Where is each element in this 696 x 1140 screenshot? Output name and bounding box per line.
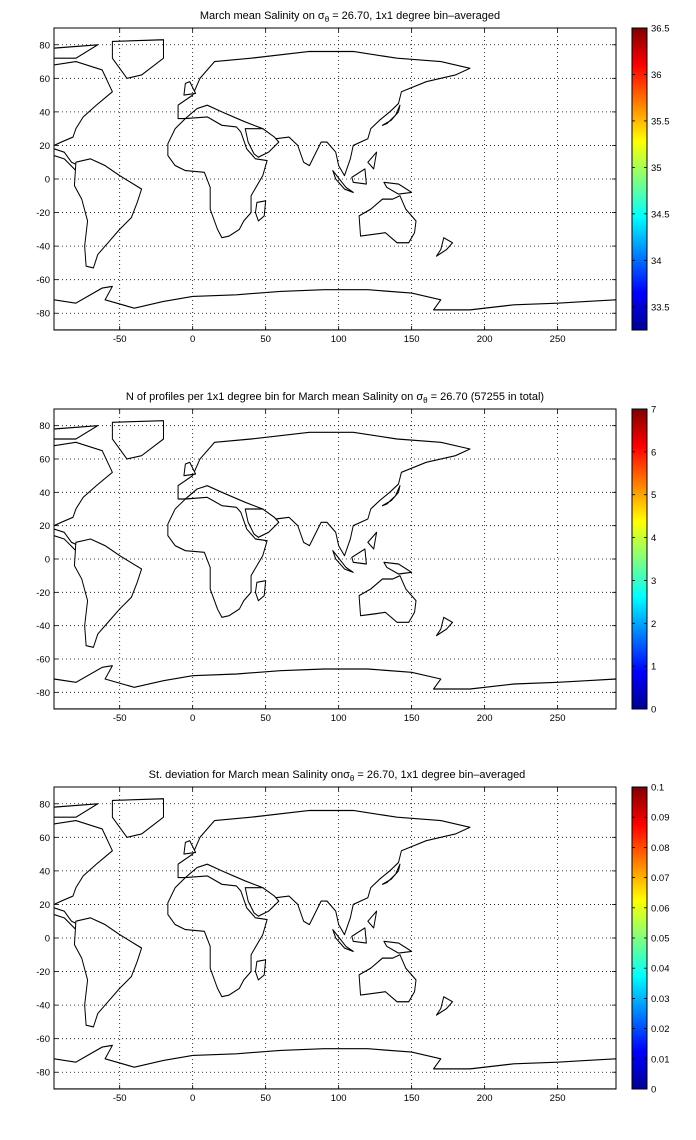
colorbar-tick-label: 0.05 — [651, 934, 670, 945]
x-tick-label: 100 — [331, 334, 347, 345]
x-tick-label: 200 — [477, 1093, 493, 1104]
x-tick-label: 250 — [550, 713, 566, 724]
y-tick-label: 0 — [45, 555, 50, 566]
x-tick-label: 50 — [260, 1093, 271, 1104]
y-tick-label: -60 — [36, 1034, 50, 1045]
colorbar-tick-label: 0.03 — [651, 994, 670, 1005]
y-tick-label: 40 — [39, 866, 50, 877]
gridlines — [54, 28, 616, 330]
y-tick-label: 20 — [39, 141, 50, 152]
y-tick-label: -40 — [36, 621, 50, 632]
x-tick-label: 150 — [404, 713, 420, 724]
colorbar-tick-label: 0.02 — [651, 1024, 670, 1035]
x-tick-label: 200 — [477, 713, 493, 724]
colorbar-tick-label: 2 — [651, 619, 656, 630]
gridlines — [54, 787, 616, 1089]
colorbar-tick-label: 36 — [651, 70, 662, 81]
x-tick-label: 150 — [404, 334, 420, 345]
y-tick-label: 80 — [39, 421, 50, 432]
gridlines — [54, 409, 616, 709]
colorbar-tick-label: 0.08 — [651, 843, 670, 854]
x-tick-label: 50 — [260, 334, 271, 345]
panel-std-deviation: St. deviation for March mean Salinity on… — [36, 769, 669, 1104]
colorbar-gradient — [631, 27, 648, 331]
panel-title: N of profiles per 1x1 degree bin for Mar… — [126, 391, 544, 405]
x-tick-label: 0 — [190, 1093, 195, 1104]
colorbar-tick-label: 1 — [651, 662, 656, 673]
y-tick-label: 60 — [39, 455, 50, 466]
x-tick-label: 100 — [331, 713, 347, 724]
y-tick-label: 80 — [39, 799, 50, 810]
colorbar-tick-label: 0.04 — [651, 964, 670, 975]
x-tick-label: 50 — [260, 713, 271, 724]
x-tick-label: 250 — [550, 334, 566, 345]
colorbar-tick-label: 36.5 — [651, 24, 670, 35]
y-tick-label: -40 — [36, 242, 50, 253]
y-tick-label: -80 — [36, 1068, 50, 1079]
colorbar-gradient — [631, 408, 648, 710]
colorbar-tick-label: 5 — [651, 490, 656, 501]
x-tick-label: -50 — [113, 334, 127, 345]
colorbar-tick-label: 0.1 — [651, 783, 664, 794]
x-tick-label: 0 — [190, 713, 195, 724]
y-tick-label: -40 — [36, 1001, 50, 1012]
colorbar: 36.5 36 35.5 35 34.5 34 33.5 — [631, 24, 670, 331]
colorbar-tick-label: 0.06 — [651, 903, 670, 914]
y-tick-label: 40 — [39, 488, 50, 499]
x-tick-label: 150 — [404, 1093, 420, 1104]
colorbar: 7 6 5 4 3 2 1 0 — [631, 405, 656, 716]
colorbar-tick-label: 3 — [651, 576, 656, 587]
colorbar-tick-label: 34.5 — [651, 209, 670, 220]
panel-salinity: March mean Salinity on σθ = 26.70, 1x1 d… — [36, 10, 669, 345]
colorbar-tick-label: 0.01 — [651, 1054, 670, 1065]
colorbar-tick-label: 33.5 — [651, 302, 670, 313]
x-tick-label: 100 — [331, 1093, 347, 1104]
colorbar-tick-label: 34 — [651, 256, 662, 267]
colorbar: 0.1 0.09 0.08 0.07 0.06 0.05 0.04 0.03 0.02 0.01 0 — [631, 783, 670, 1096]
y-tick-label: -20 — [36, 588, 50, 599]
y-tick-label: -80 — [36, 688, 50, 699]
x-tick-label: 200 — [477, 334, 493, 345]
colorbar-tick-label: 0.09 — [651, 813, 670, 824]
y-tick-label: 20 — [39, 900, 50, 911]
colorbar-tick-label: 35 — [651, 163, 662, 174]
colorbar-tick-label: 0.07 — [651, 873, 670, 884]
y-tick-label: 60 — [39, 833, 50, 844]
colorbar-tick-label: 4 — [651, 533, 656, 544]
y-tick-label: 0 — [45, 934, 50, 945]
y-tick-label: -60 — [36, 655, 50, 666]
colorbar-tick-label: 6 — [651, 447, 656, 458]
panel-title: March mean Salinity on σθ = 26.70, 1x1 d… — [200, 10, 500, 24]
x-tick-label: 250 — [550, 1093, 566, 1104]
y-tick-label: -60 — [36, 275, 50, 286]
y-tick-label: 40 — [39, 107, 50, 118]
x-tick-label: -50 — [113, 713, 127, 724]
y-tick-label: 80 — [39, 40, 50, 51]
y-tick-label: 60 — [39, 74, 50, 85]
y-tick-label: -20 — [36, 208, 50, 219]
colorbar-tick-label: 7 — [651, 405, 656, 416]
y-tick-label: -20 — [36, 967, 50, 978]
colorbar-tick-label: 0 — [651, 1085, 656, 1096]
panel-title: St. deviation for March mean Salinity on… — [149, 769, 526, 783]
x-tick-label: 0 — [190, 334, 195, 345]
y-tick-label: 0 — [45, 175, 50, 186]
panel-profile-count: N of profiles per 1x1 degree bin for Mar… — [36, 391, 656, 724]
y-tick-label: 20 — [39, 521, 50, 532]
colorbar-tick-label: 35.5 — [651, 116, 670, 127]
x-tick-label: -50 — [113, 1093, 127, 1104]
y-tick-label: -80 — [36, 309, 50, 320]
colorbar-tick-label: 0 — [651, 705, 656, 716]
